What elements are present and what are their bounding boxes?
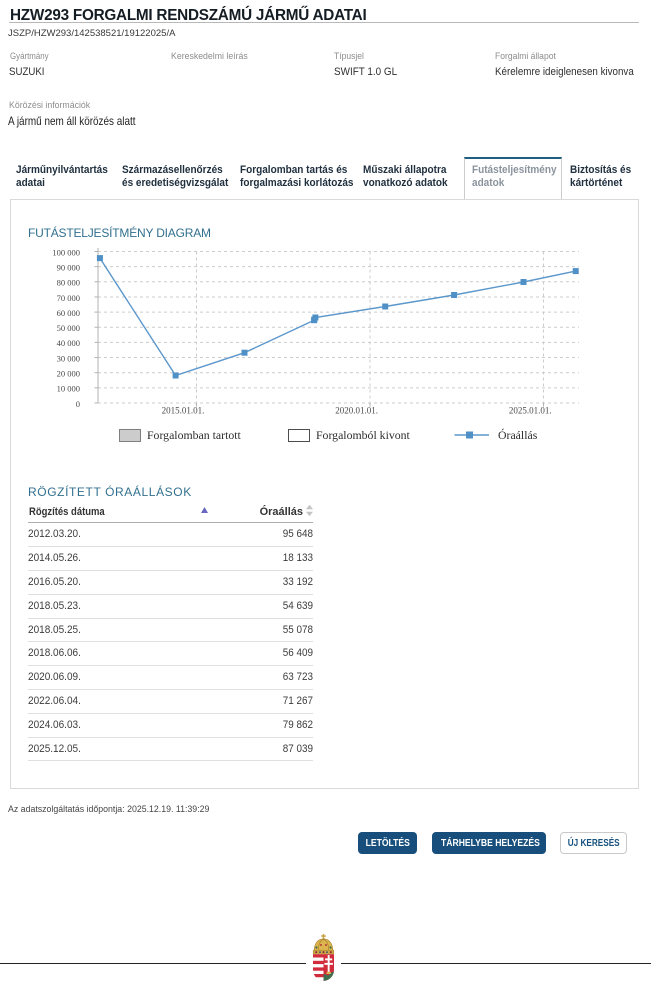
svg-text:Óraállás: Óraállás bbox=[498, 428, 538, 442]
svg-text:2020.01.01.: 2020.01.01. bbox=[335, 406, 378, 416]
svg-text:70 000: 70 000 bbox=[57, 293, 80, 303]
svg-text:2015.01.01.: 2015.01.01. bbox=[162, 406, 205, 416]
svg-text:0: 0 bbox=[76, 399, 80, 409]
svg-text:60 000: 60 000 bbox=[57, 308, 80, 318]
svg-text:90 000: 90 000 bbox=[57, 262, 80, 272]
svg-text:40 000: 40 000 bbox=[57, 338, 80, 348]
svg-text:50 000: 50 000 bbox=[57, 323, 80, 333]
svg-text:Forgalomban tartott: Forgalomban tartott bbox=[147, 428, 242, 442]
svg-text:100 000: 100 000 bbox=[52, 247, 80, 257]
svg-text:2025.01.01.: 2025.01.01. bbox=[509, 406, 552, 416]
svg-text:Forgalomból kivont: Forgalomból kivont bbox=[316, 428, 411, 442]
svg-text:30 000: 30 000 bbox=[57, 353, 80, 363]
svg-text:80 000: 80 000 bbox=[57, 278, 80, 288]
svg-text:20 000: 20 000 bbox=[57, 369, 80, 379]
svg-text:10 000: 10 000 bbox=[57, 384, 80, 394]
